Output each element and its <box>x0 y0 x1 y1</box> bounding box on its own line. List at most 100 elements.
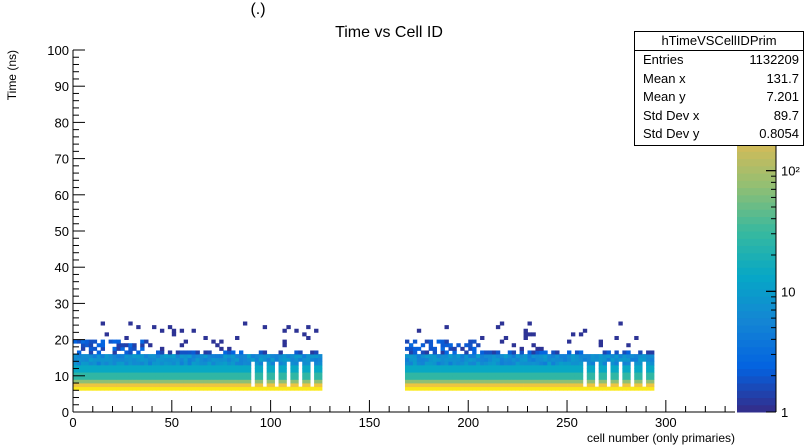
heatmap-cell <box>503 379 509 384</box>
heatmap-cell <box>574 368 580 373</box>
heatmap-cell <box>124 383 129 388</box>
stats-row-mean-x: Mean x 131.7 <box>635 70 803 89</box>
heatmap-cell <box>523 357 528 362</box>
heatmap-cell <box>140 343 145 348</box>
heatmap-cell <box>171 364 177 369</box>
heatmap-cell <box>527 332 532 337</box>
heatmap-cell <box>555 372 560 377</box>
heatmap-cell <box>543 379 548 384</box>
heatmap-cell <box>626 379 631 384</box>
heatmap-cell <box>456 375 461 380</box>
heatmap-cell <box>211 364 216 369</box>
heatmap-cell <box>116 339 121 344</box>
heatmap-cell <box>148 364 153 369</box>
stats-row-std-y: Std Dev y 0.8054 <box>635 125 803 144</box>
heatmap-cell <box>318 354 323 359</box>
heatmap-cell <box>420 364 426 369</box>
heatmap-cell <box>503 335 509 340</box>
heatmap-cell <box>614 335 619 340</box>
heatmap-cell <box>646 383 651 388</box>
heatmap-cell <box>432 361 438 366</box>
heatmap-cell <box>416 354 422 359</box>
heatmap-cell <box>100 372 106 377</box>
y-axis-title: Time (ns) <box>5 50 19 100</box>
heatmap-cell <box>491 379 497 384</box>
heatmap-cell <box>527 375 532 380</box>
y-tick-label: 90 <box>55 79 69 94</box>
heatmap-cell <box>140 383 145 388</box>
heatmap-cell <box>476 357 481 362</box>
heatmap-cell <box>274 354 279 359</box>
heatmap-cell <box>88 375 94 380</box>
heatmap-cell <box>622 354 627 359</box>
heatmap-cell <box>159 346 165 351</box>
heatmap-cell <box>642 357 647 362</box>
heatmap-cell <box>440 350 445 355</box>
heatmap-cell <box>456 357 461 362</box>
heatmap-cell <box>559 379 564 384</box>
heatmap-cell <box>207 361 212 366</box>
heatmap-cell <box>491 372 497 377</box>
heatmap-cell <box>167 354 173 359</box>
heatmap-cell <box>511 375 517 380</box>
heatmap-cell <box>484 357 489 362</box>
heatmap-cell <box>420 375 426 380</box>
heatmap-cell <box>626 350 631 355</box>
heatmap-cell <box>223 354 228 359</box>
palette-tick-label: 10² <box>781 164 800 179</box>
heatmap-cell <box>88 361 94 366</box>
heatmap-cell <box>254 368 260 373</box>
heatmap-cell <box>614 386 619 391</box>
heatmap-cell <box>460 357 465 362</box>
heatmap-cell <box>242 368 248 373</box>
heatmap-cell <box>416 375 422 380</box>
heatmap-cell <box>171 379 177 384</box>
heatmap-cell <box>278 368 283 373</box>
heatmap-cell <box>108 386 113 391</box>
heatmap-cell <box>527 386 532 391</box>
heatmap-cell <box>223 386 228 391</box>
heatmap-cell <box>507 357 513 362</box>
heatmap-cell <box>140 372 145 377</box>
heatmap-cell <box>124 368 129 373</box>
heatmap-cell <box>231 386 236 391</box>
heatmap-cell <box>578 357 584 362</box>
heatmap-cell <box>444 350 449 355</box>
heatmap-cell <box>215 354 220 359</box>
heatmap-cell <box>310 350 315 355</box>
heatmap-cell <box>487 368 493 373</box>
heatmap-cell <box>144 357 149 362</box>
heatmap-cell <box>195 350 200 355</box>
heatmap-cell <box>563 357 568 362</box>
heatmap-cell <box>452 383 457 388</box>
heatmap-cell <box>432 364 438 369</box>
heatmap-cell <box>460 346 465 351</box>
heatmap-cell <box>472 357 477 362</box>
heatmap-cell <box>551 357 556 362</box>
heatmap-cell <box>282 354 287 359</box>
heatmap-cell <box>132 364 137 369</box>
heatmap-cell <box>302 364 307 369</box>
heatmap-cell <box>290 361 295 366</box>
heatmap-cell <box>602 386 607 391</box>
heatmap-cell <box>456 383 461 388</box>
heatmap-cell <box>163 372 169 377</box>
heatmap-cell <box>128 321 133 326</box>
heatmap-cell <box>614 368 619 373</box>
heatmap-cell <box>440 386 445 391</box>
heatmap-cell <box>574 379 580 384</box>
palette-band <box>737 397 776 406</box>
heatmap-cell <box>314 386 319 391</box>
heatmap-cell <box>511 354 517 359</box>
heatmap-cell <box>582 386 588 391</box>
heatmap-cell <box>531 372 536 377</box>
heatmap-cell <box>456 354 461 359</box>
heatmap-cell <box>634 372 639 377</box>
heatmap-cell <box>622 364 627 369</box>
heatmap-cell <box>167 372 173 377</box>
heatmap-cell <box>167 361 173 366</box>
heatmap-cell <box>547 361 552 366</box>
heatmap-cell <box>586 372 592 377</box>
heatmap-cell <box>314 372 319 377</box>
heatmap-cell <box>306 379 311 384</box>
